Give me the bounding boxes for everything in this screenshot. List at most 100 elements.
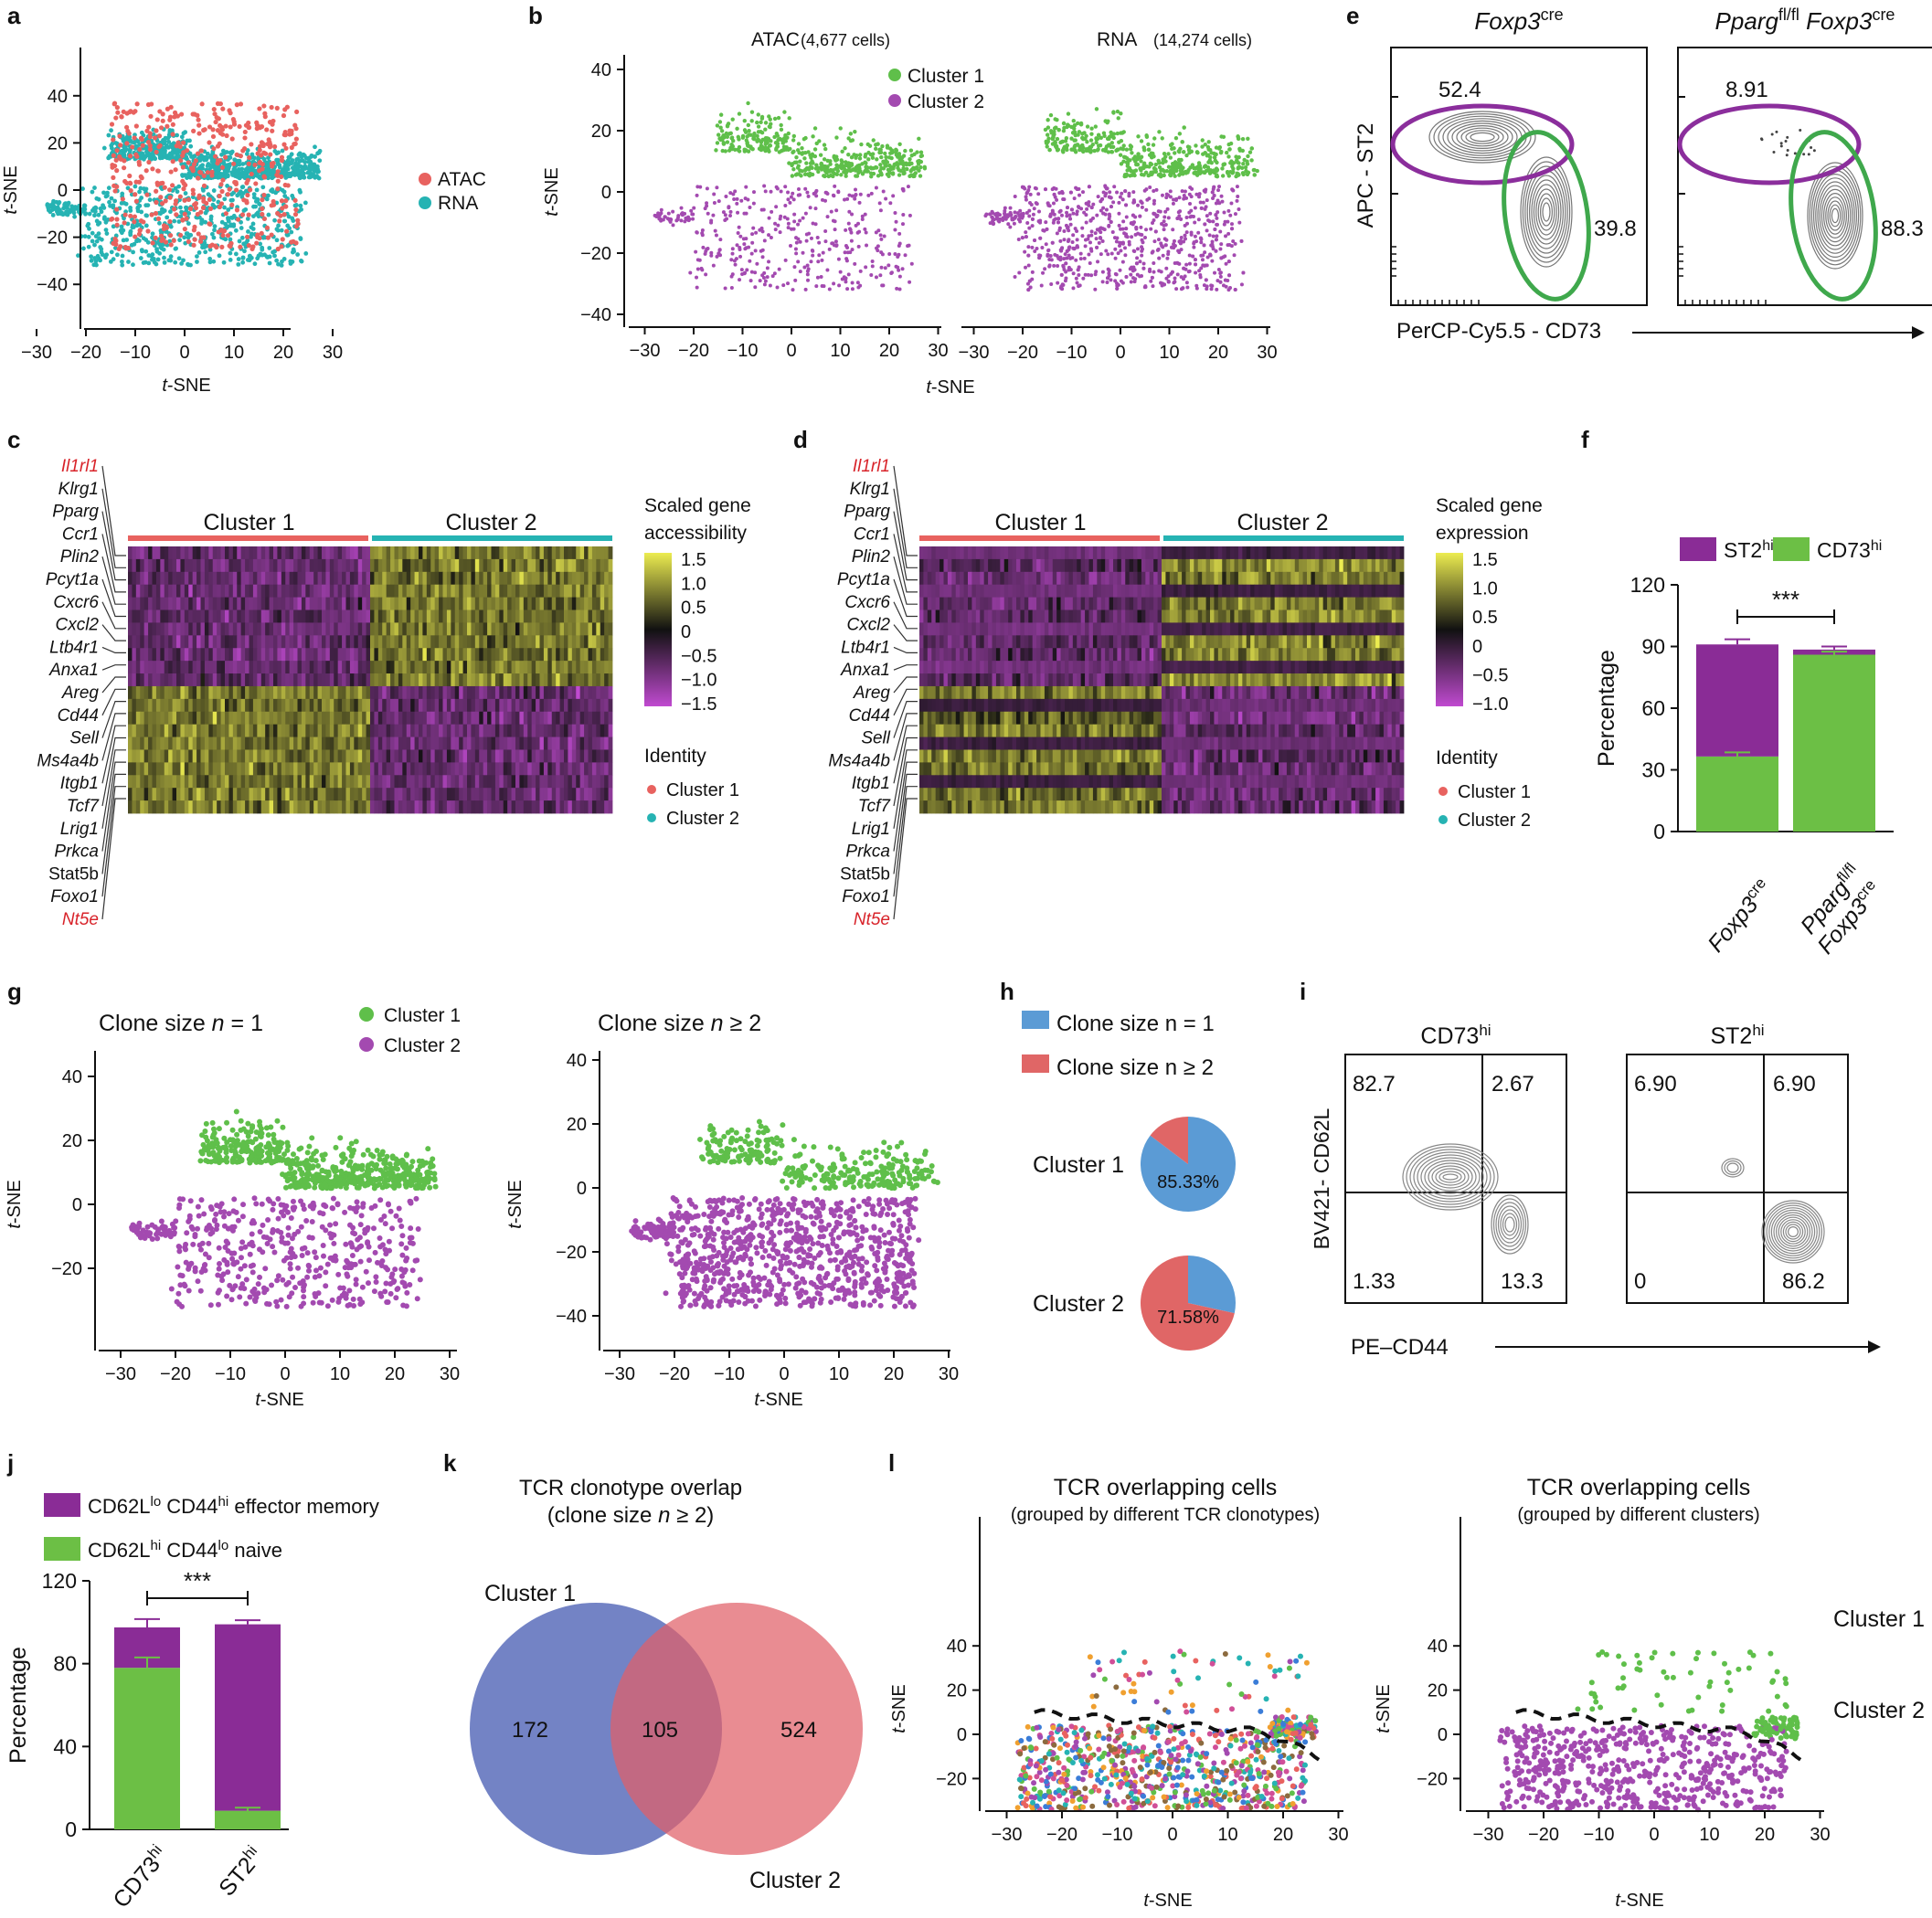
cluster1-cell <box>1096 143 1101 148</box>
cluster1-cell <box>891 164 897 169</box>
heatmap-cell <box>474 584 480 599</box>
cluster2-cell <box>833 239 838 244</box>
heatmap-cell <box>406 597 411 610</box>
cluster2-cell <box>741 237 746 241</box>
heatmap-cell <box>430 597 436 610</box>
cluster2-cell <box>881 189 886 194</box>
cluster1-cell <box>1240 171 1246 175</box>
cluster2-cell <box>1100 270 1105 274</box>
cluster1-cell <box>843 146 847 151</box>
rna-cell <box>262 252 267 258</box>
heatmap-cell <box>317 558 323 573</box>
rna-cell <box>165 135 171 141</box>
cluster2-cell <box>1223 278 1227 282</box>
rna-cell <box>237 238 242 244</box>
cluster1-cell <box>1075 143 1080 147</box>
atac-cell <box>127 173 133 179</box>
atac-cell <box>111 175 116 180</box>
heatmap-cell <box>370 571 375 586</box>
x-tick-label: −10 <box>1056 343 1088 363</box>
atac-cell <box>261 192 267 198</box>
cluster2-cell <box>1032 207 1036 211</box>
rna-cell <box>239 219 243 225</box>
heatmap-cell <box>414 558 419 573</box>
heatmap-cell <box>499 546 504 560</box>
heatmap-cell <box>180 558 186 573</box>
cluster2-cell <box>1123 189 1128 194</box>
cluster1-cell <box>728 131 733 136</box>
heatmap-cell <box>309 584 314 599</box>
cluster2-cell <box>796 222 801 227</box>
heatmap-cell <box>390 584 395 599</box>
heatmap-cell <box>285 571 291 586</box>
atac-cell <box>111 153 116 158</box>
cluster2-cell <box>1065 210 1069 215</box>
x-axis-title: t-SNE <box>162 376 210 396</box>
heatmap-cell <box>467 546 472 560</box>
rna-title: RNA <box>1097 29 1137 50</box>
heatmap-cell <box>390 597 395 610</box>
cluster2-cell <box>728 213 733 217</box>
cluster2-cell <box>1062 238 1067 242</box>
heatmap-cell <box>313 558 318 573</box>
cluster2-cell <box>1077 273 1081 278</box>
rna-cell <box>94 238 100 244</box>
gene-label: Areg <box>61 683 100 703</box>
cluster1-cell <box>1116 116 1120 121</box>
cluster2-cell <box>695 258 700 262</box>
heatmap-cell <box>536 558 540 573</box>
cluster2-cell <box>1047 263 1052 268</box>
heatmap-cell <box>568 546 573 560</box>
heatmap-cell <box>362 597 366 610</box>
cluster2-cell <box>758 228 762 232</box>
heatmap-cell <box>277 597 282 610</box>
arrow-head <box>1912 326 1925 339</box>
cluster2-cell <box>909 261 914 266</box>
cluster2-cell <box>1109 278 1113 282</box>
cluster2-cell <box>1147 196 1152 201</box>
cluster1-cell <box>798 159 802 164</box>
cluster2-cell <box>1140 238 1144 242</box>
cluster2-cell <box>691 212 695 217</box>
cluster1-cell <box>1124 147 1130 152</box>
cluster2-cell <box>1192 241 1196 246</box>
rna-cell <box>137 189 142 195</box>
cluster1-cell <box>865 169 869 174</box>
heatmap-cell <box>604 546 609 560</box>
atac-title: ATAC <box>751 29 800 50</box>
cluster1-cell <box>1046 118 1050 122</box>
cluster2-cell <box>1124 203 1129 207</box>
cluster2-cell <box>659 211 663 216</box>
heatmap-cell <box>591 546 597 560</box>
heatmap-cell <box>600 546 605 560</box>
rna-cell <box>210 202 216 207</box>
cluster2-cell <box>735 196 739 201</box>
heatmap-cell <box>192 546 197 560</box>
atac-cell <box>173 167 178 173</box>
heatmap-cell <box>467 584 472 599</box>
atac-cell <box>245 192 250 198</box>
heatmap-cell <box>551 597 557 610</box>
atac-cell <box>160 118 165 123</box>
cluster2-cell <box>1183 233 1187 238</box>
rna-cell <box>110 141 115 146</box>
cluster2-cell <box>1080 226 1085 230</box>
rna-cell <box>111 224 116 229</box>
heatmap-cell <box>442 597 448 610</box>
rna-cell <box>129 140 134 144</box>
heatmap-cell <box>551 546 557 560</box>
rna-cell <box>285 243 291 249</box>
atac-cell <box>138 135 144 141</box>
atac-cell <box>227 186 232 192</box>
rna-cell <box>251 214 256 218</box>
cluster2-cell <box>1191 254 1195 259</box>
heatmap-cell <box>184 558 189 573</box>
atac-cell <box>198 148 205 154</box>
heatmap-cell <box>426 584 431 599</box>
heatmap-cell <box>257 558 262 573</box>
rna-cell <box>228 155 233 160</box>
atac-cell <box>170 122 175 127</box>
cluster2-cell <box>1077 283 1082 288</box>
atac-cell <box>158 125 165 131</box>
cluster2-cell <box>1030 270 1035 274</box>
